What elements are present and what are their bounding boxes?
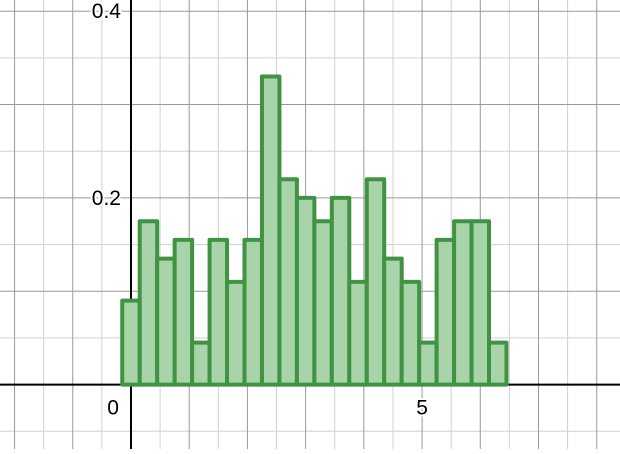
histogram-bar [364,177,387,387]
histogram-bar [277,177,299,387]
y-tick-label: 0.4 [92,0,122,23]
tick-labels: 0 5 0.2 0.4 [90,0,430,422]
histogram-bar [190,340,212,387]
histogram-bar [120,298,142,387]
histogram-bar [452,219,474,387]
histogram-bar [137,219,160,387]
histogram-bar [329,195,352,387]
histogram-bar [172,237,195,387]
histogram-bar [469,219,492,387]
x-tick-label-origin: 0 [107,397,119,420]
histogram-bar [259,74,282,387]
histogram-bar [225,279,247,387]
histogram-bar [487,340,509,387]
histogram-bar [417,340,439,387]
histogram-bar [399,279,422,387]
histogram-bar [434,237,457,387]
histogram-bar [207,237,230,387]
histogram-bars [120,74,509,387]
histogram-bar [155,256,177,387]
y-tick-label: 0.2 [92,187,121,210]
histogram-bar [312,219,334,387]
histogram-bar [382,256,404,387]
histogram-bar [242,237,264,387]
histogram-bar [347,279,369,387]
x-tick-label: 5 [416,397,428,420]
histogram-bar [294,195,317,387]
